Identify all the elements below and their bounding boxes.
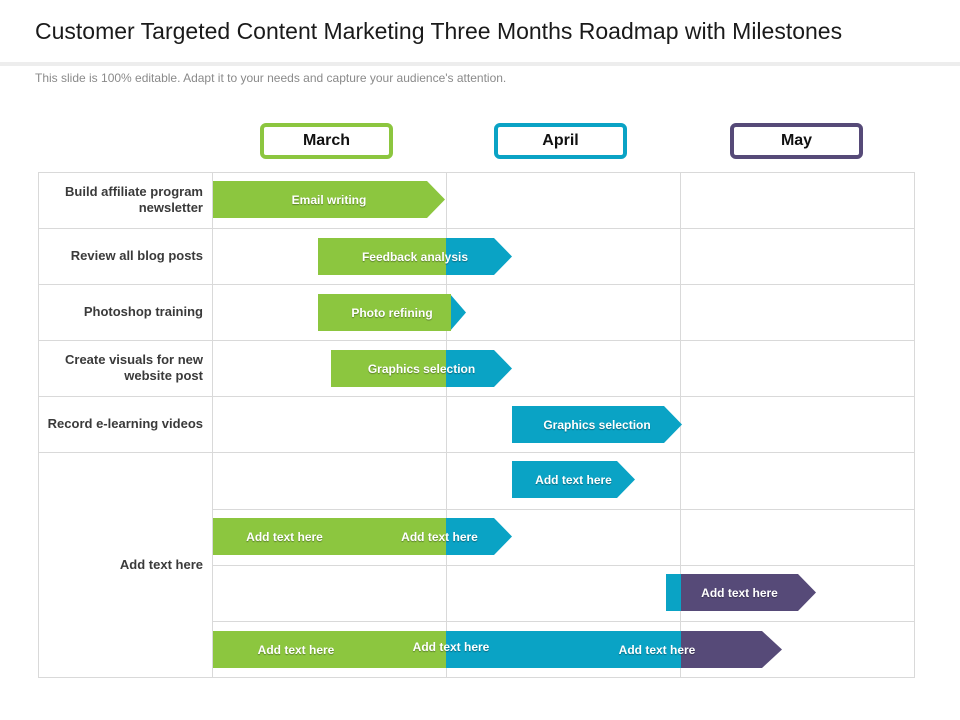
bar-label: Photo refining (351, 305, 433, 320)
bar-label: Feedback analysis (361, 249, 469, 264)
milestone-bar-photo-refining: Photo refining (318, 294, 466, 331)
bar-segment-march (213, 631, 446, 668)
roadmap-grid (38, 172, 915, 678)
milestone-bar-add-text-3: Add text here (666, 574, 816, 611)
grid-row-divider (38, 452, 915, 453)
bar-label: Graphics selection (367, 361, 476, 376)
milestone-bar-add-text-1: Add text here (512, 461, 635, 498)
grid-subrow-divider (212, 621, 915, 622)
bar-segment-march (331, 350, 446, 387)
bar-label: Add text here (535, 472, 612, 487)
month-header-march: March (260, 123, 393, 159)
bar-label: Graphics selection (543, 417, 651, 432)
milestone-bar-feedback-analysis: Feedback analysis (318, 238, 512, 275)
bar-label: Add text here (412, 639, 490, 654)
grid-row-divider (38, 340, 915, 341)
bar-segment-march (213, 518, 446, 555)
row-label-photoshop-training: Photoshop training (83, 304, 203, 319)
bar-segment-april (512, 406, 682, 443)
grid-subrow-divider (212, 565, 915, 566)
bar-segment-march (213, 181, 445, 218)
row-label-create-visuals: Create visuals for new website post (65, 352, 203, 383)
row-label-review-blog-posts: Review all blog posts (70, 248, 203, 263)
row-label-record-elearning: Record e-learning videos (47, 416, 203, 431)
bar-segment-april (666, 574, 681, 611)
milestone-bar-email-writing: Email writing (213, 181, 445, 218)
grid-row-divider (38, 396, 915, 397)
bar-label: Add text here (401, 529, 478, 544)
bar-label: Add text here (246, 529, 323, 544)
slide-subtitle: This slide is 100% editable. Adapt it to… (35, 71, 507, 85)
grid-subrow-divider (212, 509, 915, 510)
bar-segment-march (318, 238, 446, 275)
grid-row-divider (38, 284, 915, 285)
bar-segment-march (318, 294, 451, 331)
title-divider (0, 62, 960, 66)
row-label-affiliate-newsletter: Build affiliate program newsletter (65, 184, 203, 215)
milestone-bar-add-text-2: Add text here Add text here (213, 518, 512, 555)
row-label-add-text: Add text here (119, 557, 203, 572)
slide-title: Customer Targeted Content Marketing Thre… (35, 18, 843, 44)
bar-segment-may (666, 574, 816, 611)
bar-label: Add text here (257, 642, 335, 657)
bar-segment-april (512, 461, 635, 498)
milestone-bar-graphics-selection-march: Graphics selection (331, 350, 512, 387)
milestone-bar-add-text-4: Add text here Add text here Add text her… (213, 631, 782, 668)
grid-row-divider (38, 228, 915, 229)
bar-label: Add text here (701, 585, 778, 600)
milestone-bar-graphics-selection-april: Graphics selection (512, 406, 682, 443)
month-header-may: May (730, 123, 863, 159)
bar-label: Add text here (618, 642, 696, 657)
grid-col-divider-march-april (446, 172, 447, 678)
grid-col-divider-labels (212, 172, 213, 678)
bar-label: Email writing (291, 192, 367, 207)
month-header-april: April (494, 123, 627, 159)
